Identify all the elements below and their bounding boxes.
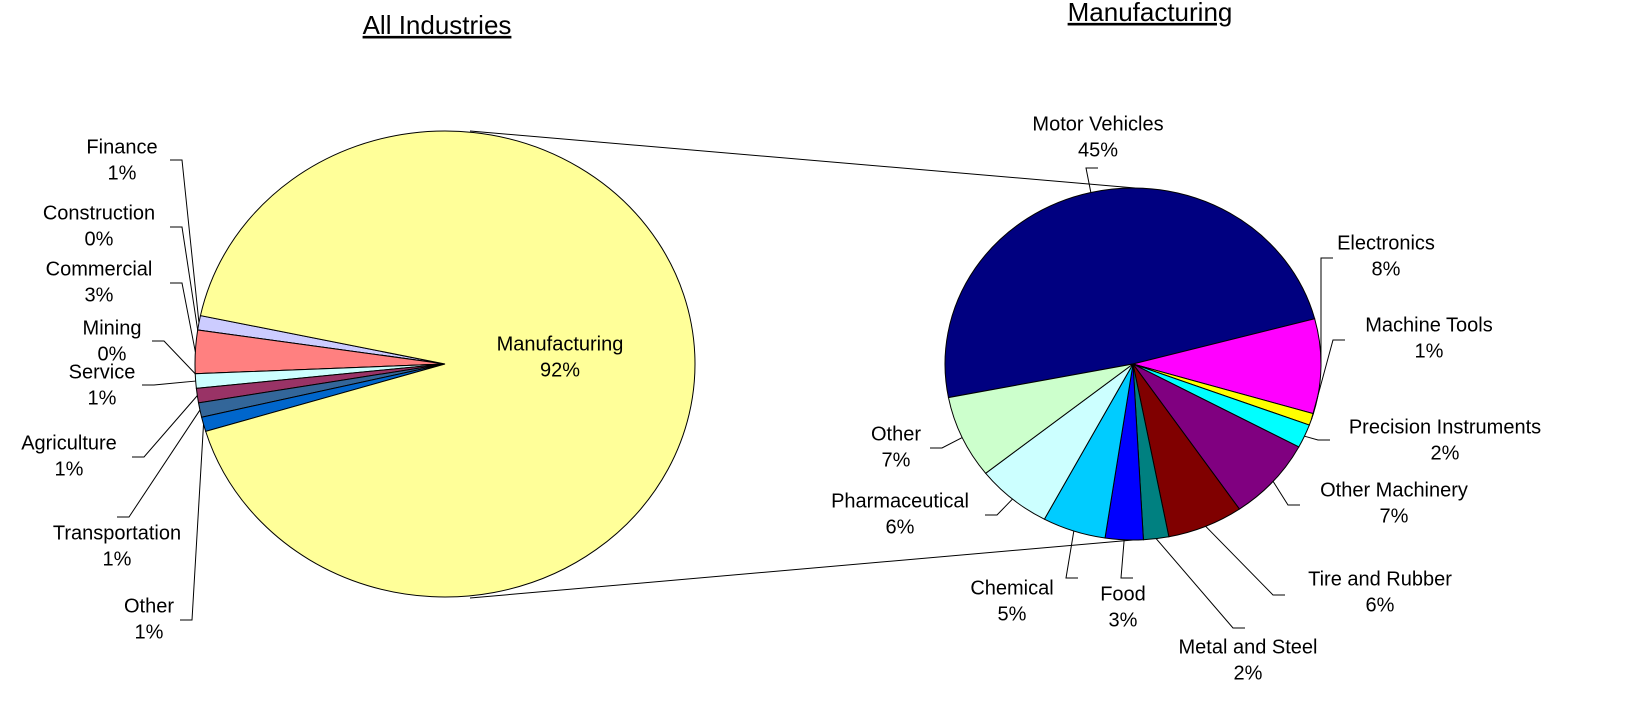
leader-line: [1085, 167, 1098, 193]
connector-line: [469, 130, 1136, 189]
slice-value-label: 6%: [886, 516, 915, 538]
slice-label: Commercial: [46, 258, 153, 280]
slice-value-label: 0%: [98, 343, 127, 365]
slice-value-label: 7%: [882, 449, 911, 471]
pie-slice: [944, 187, 1316, 399]
slice-value-label: 1%: [103, 548, 132, 570]
slice-label: Finance: [86, 136, 157, 158]
slice-value-label: 7%: [1380, 505, 1409, 527]
slice-label: Food: [1100, 583, 1146, 605]
leader-line: [1120, 539, 1133, 579]
leader-line: [170, 159, 200, 323]
slice-label: Service: [69, 361, 136, 383]
slice-value-label: 1%: [1415, 340, 1444, 362]
slice-label: Machine Tools: [1365, 314, 1492, 336]
slice-label: Precision Instruments: [1349, 416, 1541, 438]
slice-label: Manufacturing: [497, 333, 624, 355]
leader-line: [985, 498, 1013, 516]
slice-value-label: 2%: [1431, 442, 1460, 464]
slice-value-label: 1%: [135, 621, 164, 643]
slice-label: Tire and Rubber: [1308, 568, 1452, 590]
slice-label: Other Machinery: [1320, 479, 1468, 501]
slice-value-label: 6%: [1366, 594, 1395, 616]
slice-label: Pharmaceutical: [831, 490, 969, 512]
slice-label: Mining: [83, 317, 142, 339]
chart-title: Manufacturing: [1068, 0, 1233, 27]
slice-label: Metal and Steel: [1179, 636, 1318, 658]
slice-value-label: 1%: [55, 458, 84, 480]
leader-line: [1310, 339, 1345, 420]
slice-label: Other: [124, 595, 174, 617]
slice-value-label: 3%: [1109, 609, 1138, 631]
slice-value-label: 0%: [85, 228, 114, 250]
leader-line: [117, 409, 201, 518]
slice-label: Transportation: [53, 522, 181, 544]
slice-value-label: 2%: [1234, 662, 1263, 684]
slice-value-label: 3%: [85, 284, 114, 306]
leader-line: [142, 380, 196, 386]
leader-line: [1205, 525, 1285, 596]
leader-line: [1320, 257, 1333, 367]
pie-slice: [947, 363, 1134, 474]
slice-value-label: 92%: [540, 359, 580, 381]
leader-line: [132, 395, 198, 458]
pie-slice: [199, 130, 696, 598]
slice-label: Other: [871, 423, 921, 445]
slice-label: Agriculture: [21, 432, 117, 454]
slice-label: Electronics: [1337, 232, 1435, 254]
slice-label: Motor Vehicles: [1032, 113, 1163, 135]
leader-line: [152, 340, 196, 375]
leader-line: [1304, 435, 1330, 441]
slice-value-label: 45%: [1078, 139, 1118, 161]
slice-value-label: 8%: [1372, 258, 1401, 280]
leader-line: [1272, 481, 1300, 506]
leader-line: [930, 437, 963, 449]
slice-value-label: 1%: [108, 162, 137, 184]
slice-value-label: 1%: [88, 387, 117, 409]
slice-label: Chemical: [970, 577, 1053, 599]
leader-line: [1065, 530, 1078, 579]
chart-title: All Industries: [363, 10, 512, 40]
slice-label: Construction: [43, 202, 155, 224]
connector-line: [469, 539, 1134, 599]
leader-line: [1155, 538, 1245, 629]
slice-value-label: 5%: [998, 603, 1027, 625]
leader-line: [170, 282, 196, 352]
leader-line: [170, 226, 199, 331]
leader-line: [180, 424, 205, 621]
